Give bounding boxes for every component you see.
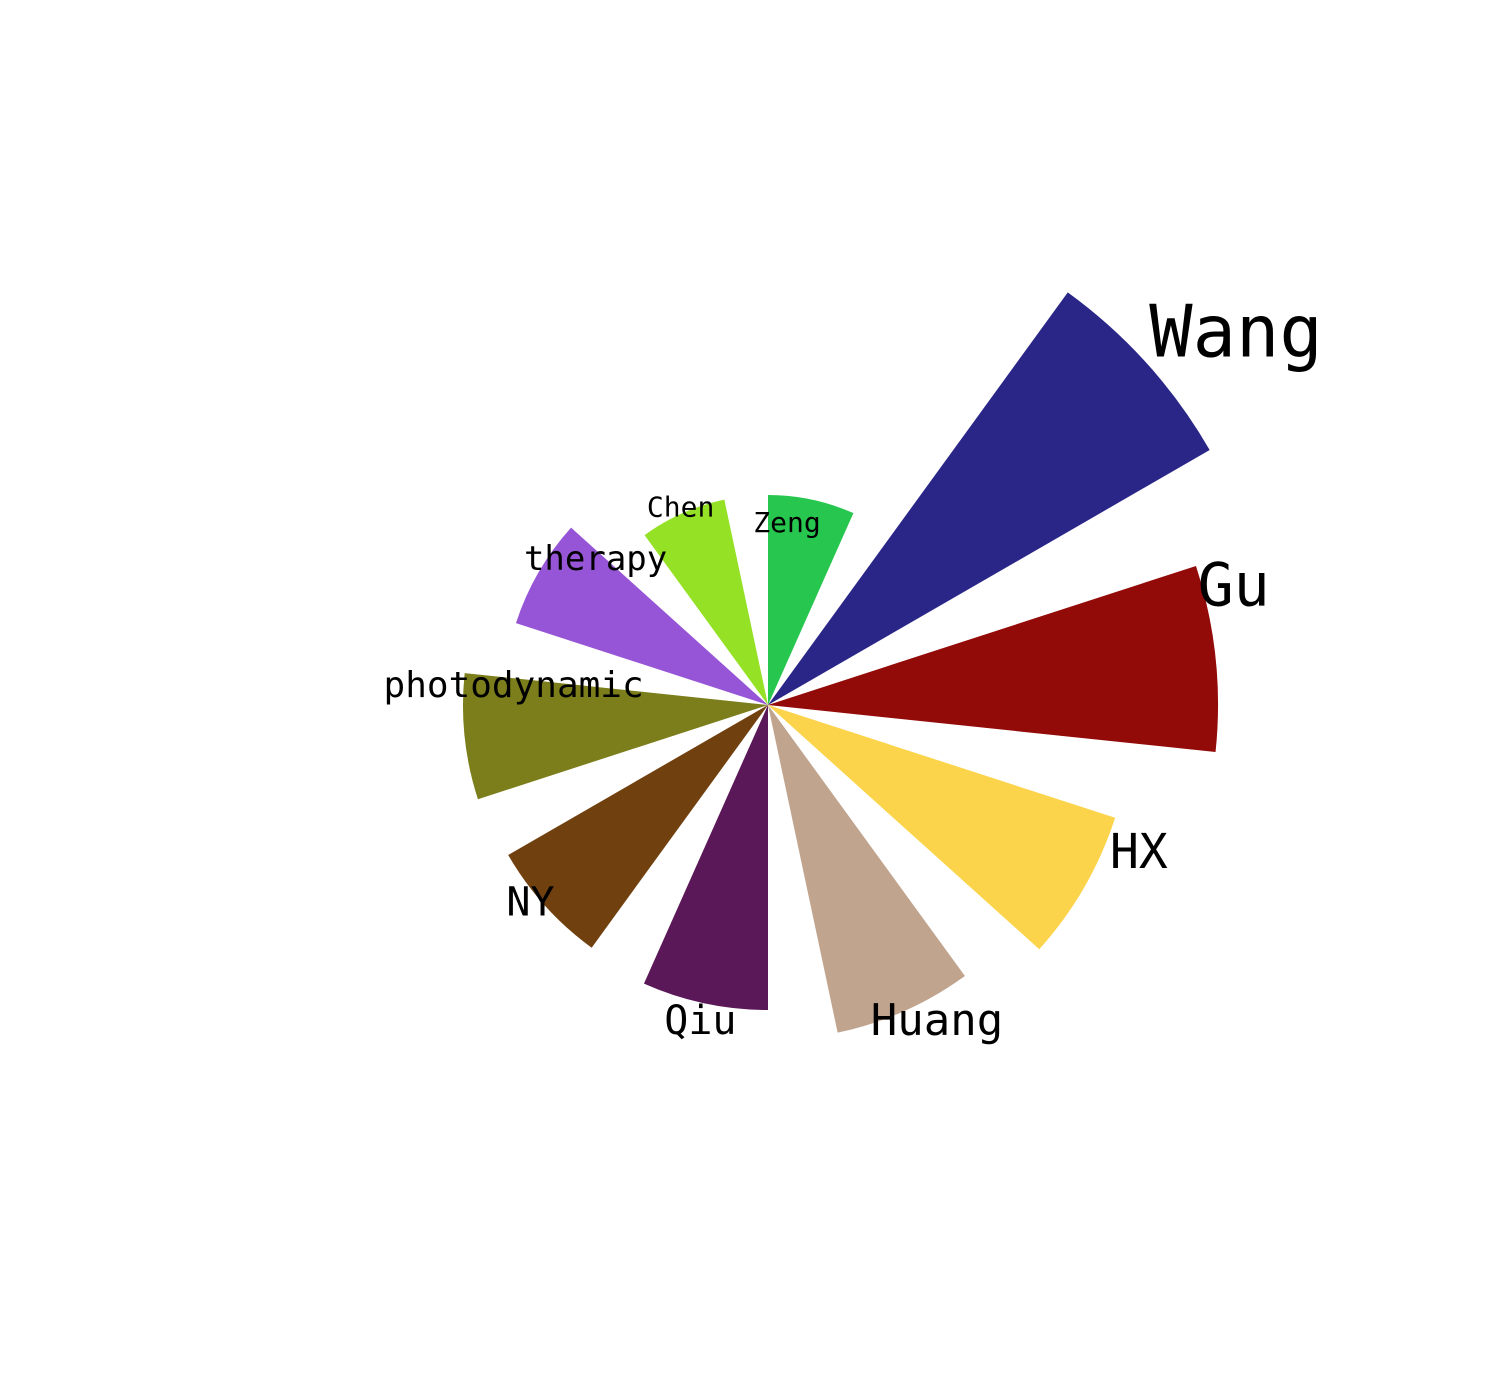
label-hx: HX (1110, 824, 1168, 880)
slice-qiu (643, 705, 768, 1010)
slice-ny (508, 705, 768, 948)
label-zeng: Zeng (753, 506, 820, 539)
slice-therapy (515, 527, 768, 705)
slice-chen (644, 499, 768, 705)
slice-wang (768, 292, 1210, 705)
label-huang: Huang (871, 995, 1003, 1046)
slice-photodynamic (463, 673, 768, 800)
label-photodynamic: photodynamic (384, 665, 644, 706)
slice-gu (768, 565, 1218, 753)
slices-group (463, 292, 1218, 1033)
slice-huang (768, 705, 965, 1033)
label-qiu: Qiu (664, 998, 736, 1044)
label-wang: Wang (1149, 289, 1322, 373)
labels-group: Zeng Wang Gu HX Huang Qiu NY photodynamic therap… (384, 289, 1323, 1046)
label-therapy: therapy (524, 539, 667, 579)
label-chen: Chen (647, 491, 714, 524)
label-ny: NY (506, 879, 554, 925)
label-gu: Gu (1198, 550, 1270, 620)
slice-zeng (768, 495, 854, 705)
slice-hx (768, 705, 1116, 950)
